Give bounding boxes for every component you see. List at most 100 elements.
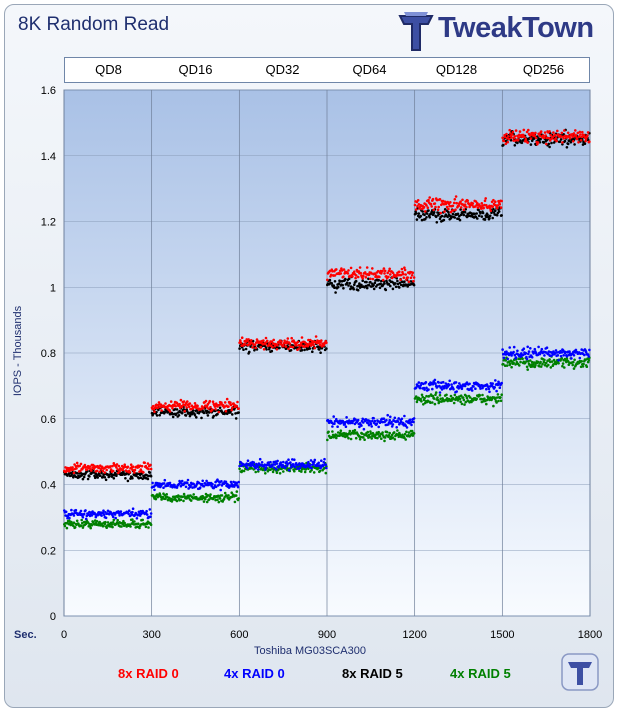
y-tick-label: 1.6 bbox=[41, 85, 56, 97]
data-point bbox=[576, 131, 580, 135]
data-point bbox=[71, 466, 74, 469]
data-point bbox=[175, 412, 178, 416]
data-point bbox=[100, 514, 103, 517]
data-point bbox=[121, 468, 125, 472]
data-point bbox=[333, 274, 337, 277]
data-point bbox=[287, 345, 290, 349]
data-point bbox=[316, 345, 320, 349]
data-point bbox=[574, 134, 578, 137]
data-point bbox=[359, 271, 363, 275]
data-point bbox=[264, 472, 267, 475]
data-point bbox=[487, 387, 491, 391]
data-point bbox=[558, 140, 562, 143]
data-point bbox=[217, 500, 221, 504]
data-point bbox=[458, 397, 462, 401]
data-point bbox=[377, 278, 381, 282]
data-point bbox=[509, 138, 513, 142]
data-point bbox=[462, 213, 466, 217]
data-point bbox=[520, 352, 523, 355]
data-point bbox=[309, 338, 312, 342]
data-point bbox=[494, 200, 497, 203]
data-point bbox=[545, 346, 549, 350]
data-point bbox=[563, 366, 566, 369]
data-point bbox=[252, 461, 256, 464]
data-point bbox=[452, 209, 455, 212]
data-point bbox=[573, 358, 576, 362]
data-point bbox=[581, 365, 585, 368]
data-point bbox=[233, 500, 237, 504]
data-point bbox=[431, 401, 434, 404]
data-point bbox=[212, 414, 215, 418]
data-point bbox=[342, 268, 346, 271]
data-point bbox=[359, 435, 363, 439]
data-point bbox=[399, 283, 403, 287]
data-point bbox=[124, 477, 127, 480]
data-point bbox=[544, 134, 547, 137]
data-point bbox=[386, 271, 390, 275]
data-point bbox=[309, 344, 313, 347]
data-point bbox=[218, 483, 221, 486]
data-point bbox=[524, 137, 528, 141]
data-point bbox=[563, 129, 566, 132]
data-point bbox=[427, 394, 431, 398]
x-tick-label: 900 bbox=[318, 629, 336, 641]
data-point bbox=[513, 144, 517, 147]
data-point bbox=[336, 425, 339, 429]
data-point bbox=[328, 269, 332, 273]
data-point bbox=[447, 210, 450, 214]
data-point bbox=[73, 526, 77, 529]
data-point bbox=[133, 471, 136, 474]
data-point bbox=[492, 198, 495, 202]
data-point bbox=[588, 140, 591, 143]
data-point bbox=[200, 482, 204, 486]
data-point bbox=[483, 218, 487, 221]
data-point bbox=[491, 216, 495, 220]
data-point bbox=[459, 213, 463, 216]
data-point bbox=[154, 497, 158, 501]
data-point bbox=[434, 382, 437, 386]
data-point bbox=[363, 271, 367, 274]
data-point bbox=[459, 208, 462, 211]
data-point bbox=[441, 199, 445, 203]
data-point bbox=[561, 364, 564, 368]
data-point bbox=[306, 344, 310, 348]
data-point bbox=[383, 439, 386, 443]
data-point bbox=[300, 470, 303, 473]
data-point bbox=[425, 394, 428, 398]
data-point bbox=[525, 365, 529, 369]
data-point bbox=[474, 200, 478, 203]
data-point bbox=[438, 391, 442, 394]
data-point bbox=[192, 493, 195, 496]
data-point bbox=[565, 357, 569, 360]
data-point bbox=[397, 417, 401, 420]
data-point bbox=[484, 197, 488, 200]
data-point bbox=[140, 464, 144, 468]
data-point bbox=[192, 482, 195, 486]
data-point bbox=[179, 398, 183, 402]
data-point bbox=[401, 272, 405, 276]
data-point bbox=[463, 210, 467, 214]
data-point bbox=[509, 132, 512, 135]
data-point bbox=[412, 420, 415, 424]
data-point bbox=[495, 401, 498, 404]
data-point bbox=[265, 348, 268, 351]
data-point bbox=[256, 465, 259, 469]
data-point bbox=[572, 360, 575, 364]
data-point bbox=[529, 359, 532, 362]
data-point bbox=[414, 208, 418, 211]
data-point bbox=[275, 462, 279, 465]
data-point bbox=[276, 344, 279, 347]
data-point bbox=[337, 282, 341, 286]
data-point bbox=[503, 364, 507, 368]
data-point bbox=[324, 471, 328, 475]
data-point bbox=[447, 207, 450, 211]
data-point bbox=[262, 348, 266, 351]
data-point bbox=[540, 347, 544, 351]
data-point bbox=[264, 336, 268, 340]
data-point bbox=[372, 287, 376, 291]
data-point bbox=[335, 268, 338, 271]
data-point bbox=[365, 286, 369, 290]
data-point bbox=[209, 493, 212, 496]
data-point bbox=[283, 339, 286, 343]
data-point bbox=[326, 438, 329, 442]
